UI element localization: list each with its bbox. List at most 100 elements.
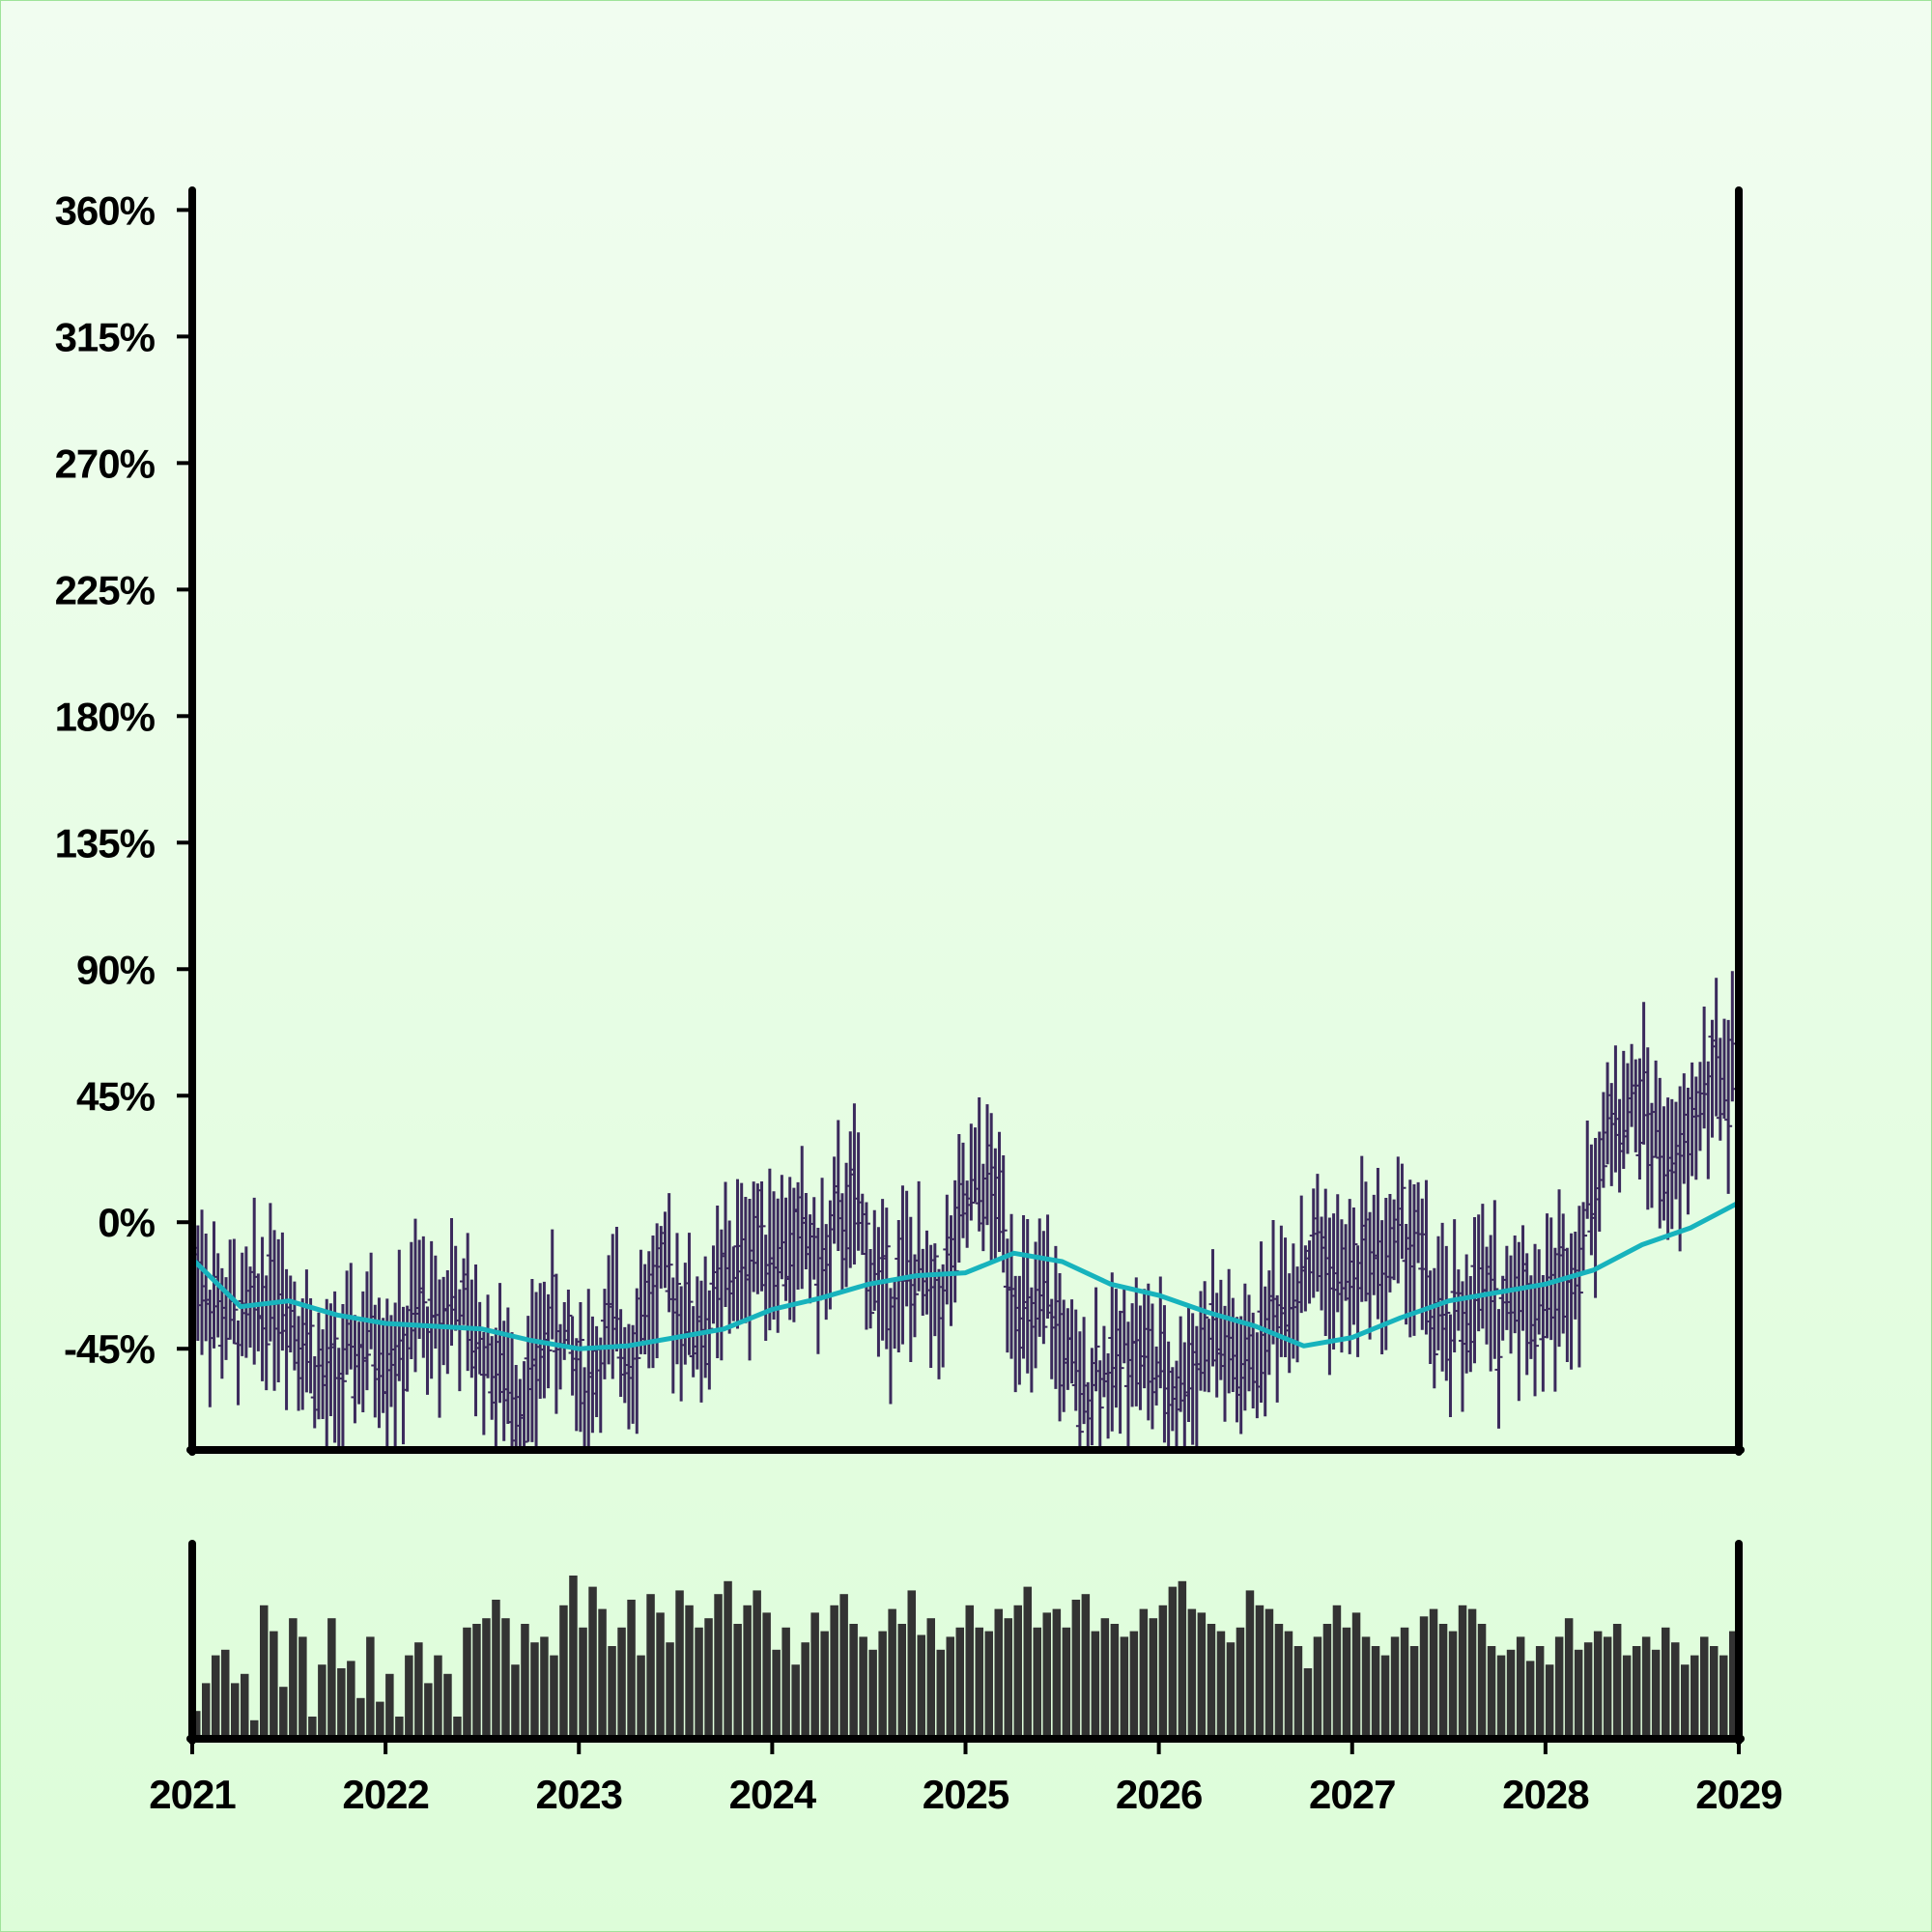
volume-bar (1091, 1631, 1100, 1739)
volume-bar (521, 1624, 529, 1739)
volume-bar (1622, 1655, 1632, 1739)
x-tick-label: 2023 (536, 1772, 622, 1817)
ohlc-bar (1491, 1200, 1499, 1359)
ohlc-bar (757, 1181, 766, 1292)
volume-bar (1390, 1636, 1400, 1739)
volume-bar (1293, 1646, 1303, 1739)
volume-bar (559, 1605, 568, 1739)
moving-average-line (189, 1200, 1742, 1351)
y-tick-label: 0% (98, 1200, 155, 1245)
volume-bar (501, 1618, 510, 1739)
volume-bar (1342, 1627, 1351, 1739)
x-axis-ticks: 2021 2022 2023 2024 2025 2026 2027 2028 2029 (149, 1739, 1783, 1817)
volume-bar (1158, 1605, 1168, 1739)
ohlc-bar (306, 1297, 315, 1394)
volume-bar (724, 1580, 732, 1739)
volume-bar (482, 1618, 491, 1739)
volume-bar (791, 1664, 800, 1739)
volume-bar (888, 1608, 896, 1739)
ohlc-bar (1579, 1202, 1588, 1274)
volume-bar (1197, 1612, 1207, 1739)
volume-bar (250, 1719, 259, 1739)
volume-bar (1187, 1608, 1197, 1739)
volume-bar (1216, 1631, 1226, 1739)
volume-bar (1525, 1661, 1535, 1739)
volume-bar (753, 1590, 761, 1739)
volume-bar (598, 1608, 607, 1739)
volume-bar (1429, 1608, 1438, 1739)
ohlc-bar (1575, 1206, 1583, 1368)
ohlc-bar (1039, 1231, 1048, 1345)
volume-bar (1023, 1586, 1032, 1739)
y-tick-label: 225% (55, 567, 156, 612)
volume-bar (946, 1636, 954, 1739)
ohlc-bar (1075, 1331, 1084, 1450)
volume-bar (1139, 1608, 1149, 1739)
volume-bar (1651, 1649, 1661, 1739)
volume-bar (463, 1627, 471, 1739)
volume-bar (1081, 1594, 1091, 1739)
volume-bar (202, 1683, 211, 1739)
volume-bar (839, 1594, 848, 1739)
price-ohlc-bars (189, 971, 1741, 1450)
volume-bars (192, 1576, 1738, 1739)
volume-bar (849, 1624, 858, 1739)
volume-bar (212, 1655, 220, 1739)
ohlc-bar (564, 1290, 573, 1349)
volume-bar (1351, 1612, 1361, 1739)
ohlc-bar (576, 1302, 584, 1433)
volume-bar (588, 1586, 597, 1739)
volume-bar (608, 1646, 616, 1739)
ohlc-bar (1531, 1243, 1540, 1397)
ohlc-bar (1350, 1208, 1358, 1325)
volume-bar (1710, 1646, 1719, 1739)
volume-bar (241, 1673, 249, 1739)
y-tick-label: 315% (55, 314, 156, 359)
volume-bar (965, 1605, 974, 1739)
volume-bar (1729, 1631, 1738, 1739)
volume-bar (617, 1627, 626, 1739)
y-tick-label: -45% (64, 1326, 156, 1372)
y-tick-label: 90% (76, 947, 156, 992)
volume-bar (472, 1624, 481, 1739)
ohlc-bar (1430, 1267, 1438, 1389)
volume-bar (1042, 1612, 1051, 1739)
volume-bar (926, 1618, 935, 1739)
volume-bar (994, 1608, 1003, 1739)
volume-bar (1371, 1646, 1380, 1739)
volume-bar (656, 1612, 665, 1739)
volume-bar (434, 1655, 442, 1739)
volume-bar (1574, 1649, 1583, 1739)
volume-bar (1033, 1627, 1041, 1739)
volume-bar (1052, 1608, 1062, 1739)
volume-bar (666, 1642, 674, 1739)
ohlc-bar (362, 1271, 371, 1391)
volume-bar (1564, 1618, 1574, 1739)
ohlc-bar (230, 1238, 239, 1345)
volume-bar (356, 1697, 365, 1739)
volume-bar (733, 1624, 742, 1739)
volume-bar (1062, 1627, 1071, 1739)
volume-bar (714, 1594, 723, 1739)
volume-bar (1178, 1580, 1187, 1739)
ohlc-bar (910, 1254, 919, 1338)
ohlc-bar (882, 1208, 891, 1350)
ohlc-bar (262, 1275, 270, 1391)
ohlc-bar (999, 1155, 1008, 1273)
volume-bar (385, 1673, 394, 1739)
x-tick-label: 2022 (342, 1772, 428, 1817)
volume-bar (1313, 1636, 1322, 1739)
volume-bar (1467, 1608, 1477, 1739)
x-tick-label: 2028 (1502, 1772, 1589, 1817)
volume-bar (1477, 1624, 1487, 1739)
ohlc-bar (867, 1249, 875, 1329)
volume-bar (1700, 1636, 1709, 1739)
volume-bar (1245, 1590, 1255, 1739)
volume-bar (1545, 1664, 1554, 1739)
volume-bar (1516, 1636, 1525, 1739)
volume-bar (1255, 1605, 1264, 1739)
volume-bar (762, 1612, 771, 1739)
y-axis-ticks: 360% 315% 270% 225% 180% 135% 90% 45% 0% -45% (55, 187, 192, 1372)
x-tick-label: 2027 (1309, 1772, 1395, 1817)
